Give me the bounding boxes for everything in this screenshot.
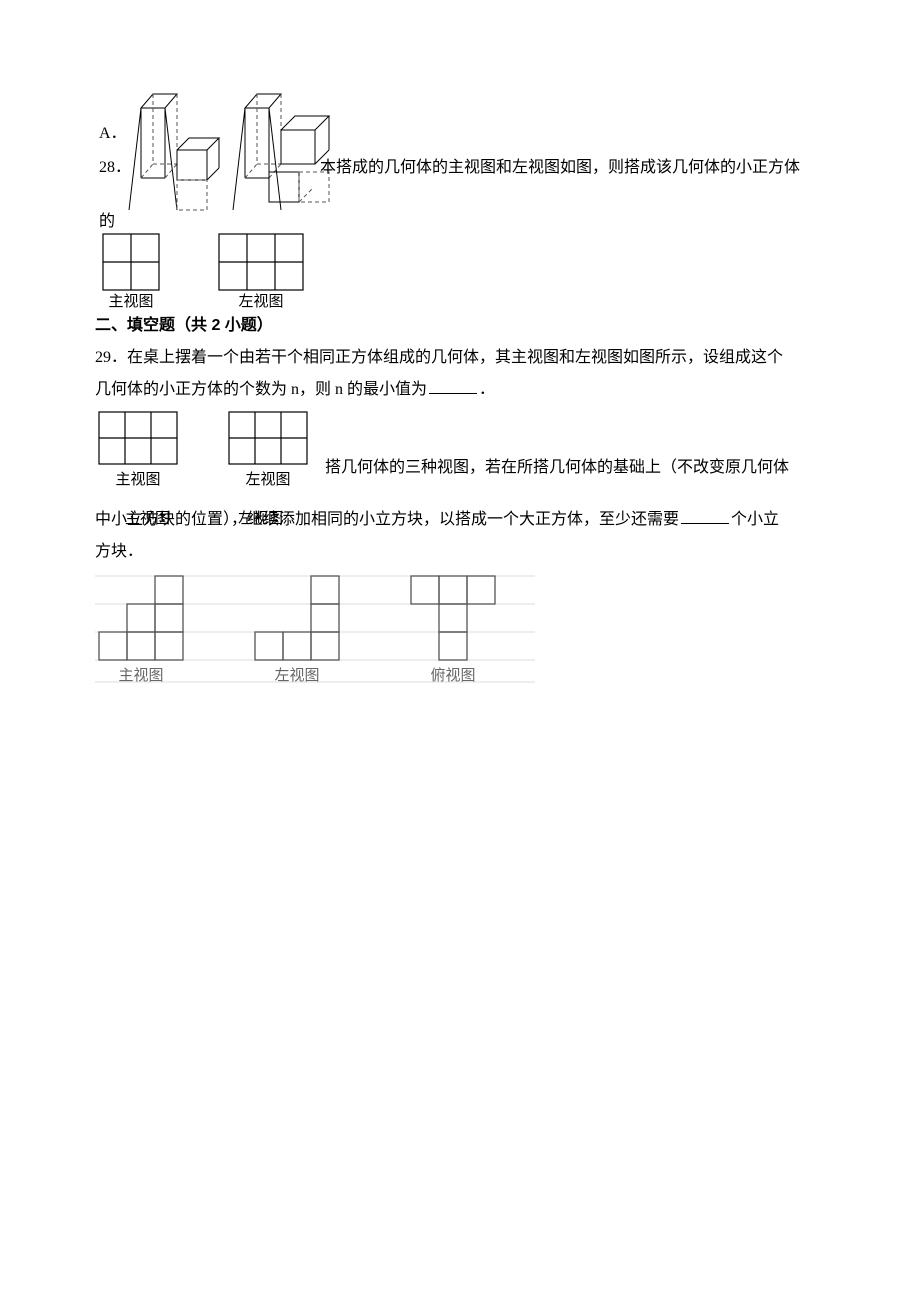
isometric-cubes-svg [125,90,335,230]
q29-left-label: 左视图 [245,471,290,488]
q29-blank [429,378,477,394]
q27-option-a-label: A． [99,118,127,150]
q30-text-fragment-inline: 搭几何体的三种视图，若在所搭几何体的基础上（不改变原几何体 [325,452,789,484]
q29-front-view [99,412,177,464]
q28-text-fragment-1: 本搭成的几何体的主视图和左视图如图，则搭成该几何体的小正方体 [320,152,800,184]
q30-blank [681,508,729,524]
q29-left-label-overlay: 左视图 [238,504,283,534]
q29-views-svg: 主视图 左视图 [95,406,325,502]
q28-left-label: 左视图 [238,293,283,310]
page-root: A． 28． 本搭成的几何体的主视图和左视图如图，则搭成该几何体的小正方体 的 [0,0,920,750]
q29-line-2b: ． [479,381,495,398]
q29-line-2: 几何体的小正方体的个数为 n，则 n 的最小值为 ． [95,374,825,406]
q30-views-svg: 主视图 左视图 俯视图 [95,568,535,698]
q29-line-2a: 几何体的小正方体的个数为 n，则 n 的最小值为 [95,381,427,398]
q29-line-1: 29．在桌上摆着一个由若干个相同正方体组成的几何体，其主视图和左视图如图所示，设… [95,342,825,374]
q29-views-region: 主视图 左视图 搭几何体的三种视图，若在所搭几何体的基础上（不改变原几何体 [95,406,825,504]
q30-top-label: 俯视图 [430,667,475,684]
q30-overlap-b: 个小立 [731,511,779,528]
q30-front-view [99,576,183,660]
q28-front-view [103,234,159,290]
q27-q28-header-region: A． 28． 本搭成的几何体的主视图和左视图如图，则搭成该几何体的小正方体 的 [95,90,825,310]
q28-left-view [219,234,303,290]
q30-left-view [255,576,339,660]
q30-top-view [411,576,495,660]
section-2-heading: 二、填空题（共 2 小题） [95,310,825,342]
q30-line-3: 方块． [95,536,825,568]
q28-front-label: 主视图 [108,293,153,310]
q29-front-label: 主视图 [115,471,160,488]
q28-views-svg: 主视图 左视图 [99,230,319,310]
q30-overlap-line: 中小立方块的位置），继续添加相同的小立方块，以搭成一个大正方体，至少还需要个小立… [95,504,825,536]
q29-caption-overlay: 主视图 左视图 [95,504,283,534]
q29-front-label-overlay: 主视图 [125,504,170,534]
q30-left-label: 左视图 [274,667,319,684]
q30-front-label: 主视图 [118,667,163,684]
q29-left-view [229,412,307,464]
